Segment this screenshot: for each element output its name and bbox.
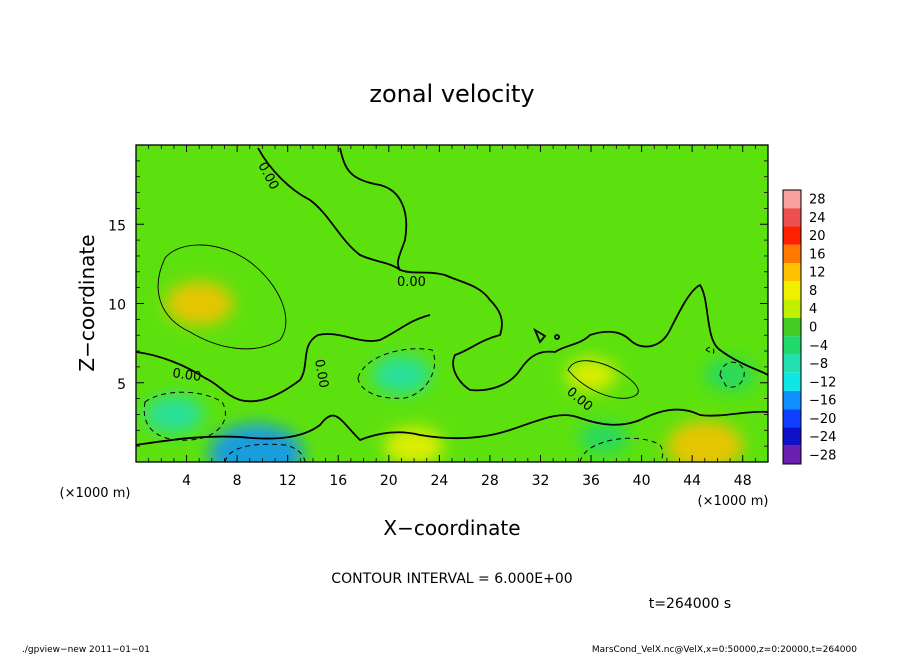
x-tick-label: 28	[481, 473, 499, 489]
colorbar-label: 8	[809, 284, 817, 299]
time-label: t=264000 s	[649, 596, 731, 612]
colorbar-swatch	[783, 281, 801, 300]
field-background	[136, 145, 768, 462]
x-tick-label: 32	[532, 473, 550, 489]
footer-left: ./gpview−new 2011−01−01	[22, 645, 150, 654]
colorbar-swatch	[783, 263, 801, 282]
colorbar: 28 24 20 16 12 8 4 0 −4 −8 −12 −16 −20 −24 −28	[782, 189, 836, 465]
zero-contour-island	[533, 327, 547, 344]
field-feature	[666, 421, 744, 462]
colorbar-label: 12	[809, 266, 826, 281]
y-tick-label: 10	[108, 298, 126, 314]
colorbar-swatch	[783, 244, 801, 264]
zero-contours	[136, 147, 768, 446]
plot-area	[136, 145, 768, 462]
field-feature	[165, 281, 234, 326]
zero-contour-mid	[136, 314, 431, 403]
contour-label: 0.00	[311, 358, 331, 389]
colorbar-label: 16	[809, 247, 826, 262]
negative-contours	[143, 346, 745, 462]
colorbar-label: −16	[809, 394, 836, 409]
negative-contour-far-right	[719, 361, 745, 388]
colorbar-swatch	[783, 190, 801, 209]
field-feature	[144, 395, 204, 434]
x-unit-label-right: (×1000 m)	[698, 494, 769, 509]
colorbar-frame	[782, 189, 802, 465]
x-tick-label: 4	[182, 473, 191, 489]
x-tick-label: 36	[582, 473, 600, 489]
footer-right: MarsCond_VelX.nc@VelX,x=0:50000,z=0:2000…	[592, 645, 857, 654]
colorbar-swatch	[783, 372, 801, 391]
positive-contour-upper-left	[157, 244, 287, 350]
colorbar-label: 4	[809, 302, 817, 317]
negative-contour-bottom	[224, 443, 306, 462]
negative-contour-small	[705, 346, 715, 355]
x-unit-label-left: (×1000 m)	[60, 486, 131, 501]
colorbar-label: −12	[809, 375, 836, 390]
field-shading	[144, 281, 756, 462]
x-tick-label: 16	[329, 473, 347, 489]
positive-contour-right	[567, 360, 639, 399]
colorbar-swatch	[783, 390, 801, 410]
colorbar-label: 24	[809, 211, 826, 226]
contour-interval-note: CONTOUR INTERVAL = 6.000E+00	[331, 571, 572, 587]
colorbar-swatch	[783, 445, 801, 464]
colorbar-swatch	[783, 354, 801, 373]
x-tick-label: 44	[683, 473, 701, 489]
y-tick-label: 5	[117, 377, 126, 393]
negative-contour-bottom-right	[579, 437, 664, 462]
colorbar-swatch	[783, 299, 801, 318]
negative-contour-left	[143, 391, 226, 441]
chart-title: zonal velocity	[369, 80, 534, 108]
field-feature	[704, 358, 756, 392]
colorbar-swatch	[783, 226, 801, 245]
contour-label: 0.00	[171, 366, 202, 385]
zero-contour-ridge	[339, 147, 408, 271]
colorbar-label: −24	[809, 430, 836, 445]
field-feature	[578, 421, 629, 455]
colorbar-label: −4	[809, 339, 828, 354]
zero-contour-upper	[257, 147, 768, 392]
colorbar-swatch	[783, 317, 801, 337]
y-tick-label: 15	[108, 218, 126, 234]
x-tick-label: 24	[430, 473, 448, 489]
colorbar-label: 20	[809, 229, 826, 244]
x-axis-label: X−coordinate	[383, 516, 520, 540]
colorbar-label: 28	[809, 193, 826, 208]
colorbar-label: −28	[809, 448, 836, 463]
colorbar-swatch	[783, 336, 801, 355]
x-axis: 4 8 12 16 20 24 28 32 36 40 44 48	[148, 145, 756, 489]
x-tick-label: 8	[233, 473, 242, 489]
colorbar-swatch	[783, 409, 801, 428]
x-tick-label: 20	[380, 473, 398, 489]
field-feature	[208, 423, 304, 462]
field-feature	[371, 355, 432, 395]
colorbar-label: −8	[809, 357, 828, 372]
positive-contours	[157, 244, 639, 399]
x-tick-label: 40	[633, 473, 651, 489]
zero-contour-dot	[554, 334, 560, 340]
colorbar-swatch	[783, 208, 801, 227]
colorbar-label: 0	[809, 321, 817, 336]
x-tick-label: 48	[734, 473, 752, 489]
colorbar-swatch	[783, 427, 801, 446]
zero-contour-lower	[136, 408, 768, 446]
field-feature	[565, 358, 617, 392]
y-axis: 5 10 15	[108, 160, 768, 447]
x-tick-label: 12	[279, 473, 297, 489]
contour-label: 0.00	[397, 275, 426, 290]
y-axis-label: Z−coordinate	[75, 234, 99, 371]
colorbar-label: −20	[809, 412, 836, 427]
